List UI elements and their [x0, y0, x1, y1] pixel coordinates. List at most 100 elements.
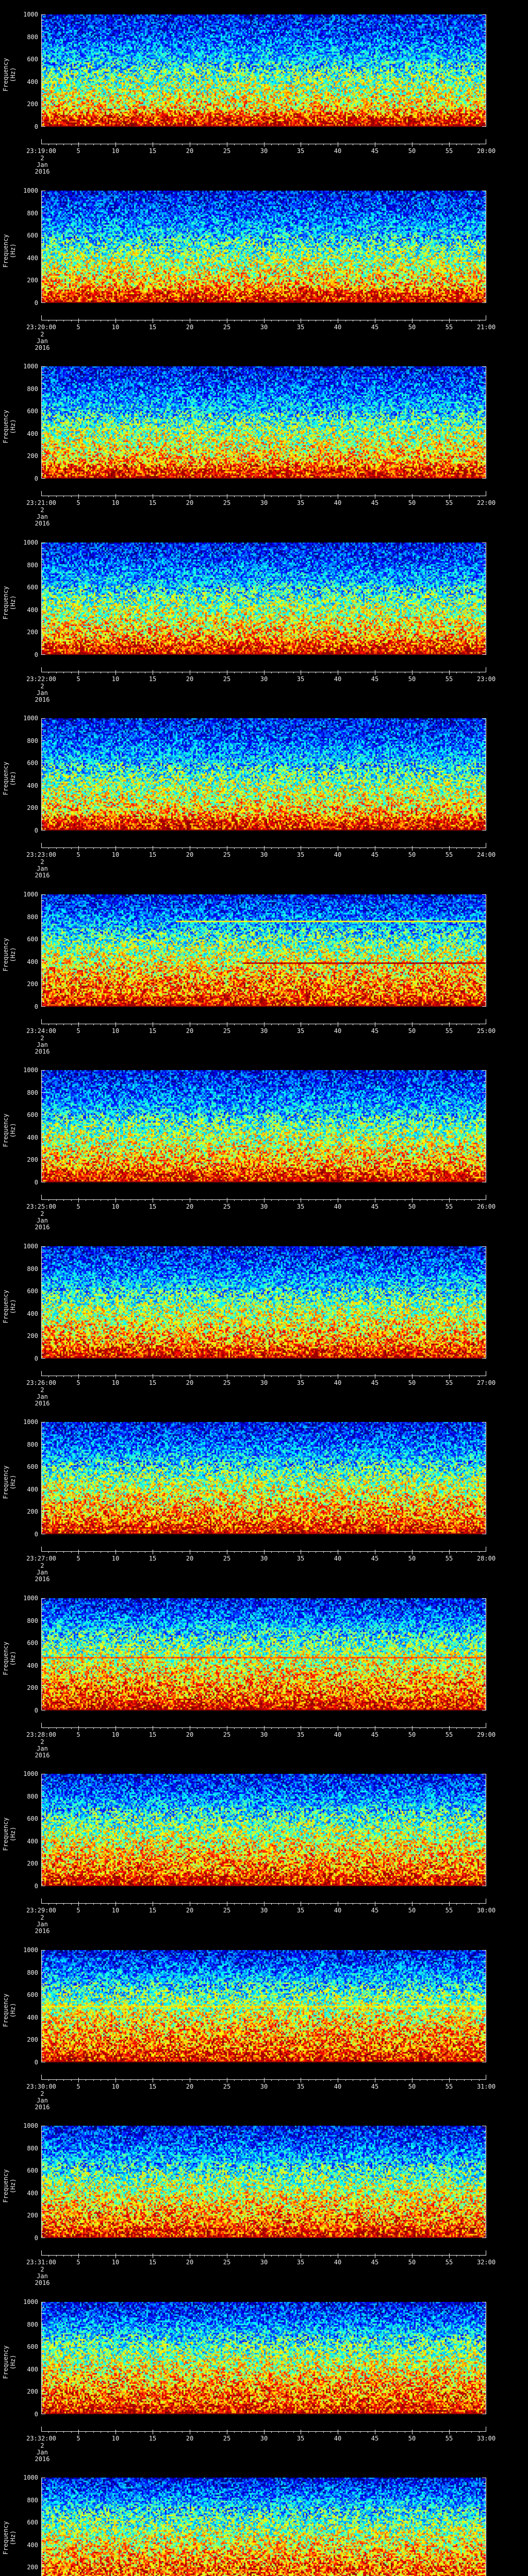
x-minor-tick: [271, 496, 272, 497]
y-minor-tick: [42, 269, 44, 270]
y-tick-label: 1000: [23, 1243, 38, 1250]
x-tick-label: 5: [76, 147, 80, 155]
y-minor-tick-right: [484, 1671, 486, 1672]
y-minor-tick-right: [484, 593, 486, 594]
y-axis-line-left: [41, 1774, 42, 1886]
x-minor-tick: [308, 672, 309, 673]
x-tick-label: 50: [408, 324, 416, 331]
x-minor-tick: [278, 1024, 279, 1025]
x-minor-tick: [56, 2079, 57, 2081]
y-tick-label: 600: [27, 1111, 38, 1118]
x-minor-tick: [479, 2079, 480, 2081]
x-minor-tick: [271, 1727, 272, 1729]
x-minor-tick: [204, 320, 205, 321]
x-tick-label: 20: [186, 1027, 194, 1035]
x-minor-tick: [63, 1903, 64, 1905]
x-minor-tick: [271, 1903, 272, 1905]
x-tick-label: 50: [408, 1379, 416, 1386]
x-tick-label: 45: [371, 1555, 379, 1562]
x-minor-tick: [256, 1903, 257, 1905]
x-minor-tick: [56, 1199, 57, 1201]
y-tick-label: 800: [27, 737, 38, 744]
x-minor-tick: [130, 2079, 131, 2081]
spectrogram-image: [41, 366, 486, 479]
x-minor-tick: [249, 1376, 250, 1377]
x-minor-tick: [93, 1903, 94, 1905]
y-tick-label: 600: [27, 408, 38, 415]
y-axis-line-left: [41, 894, 42, 1007]
y-tick-label: 0: [34, 827, 38, 834]
x-tick-label: 35: [296, 2259, 305, 2266]
x-tick-label: 35: [296, 1379, 305, 1386]
x-minor-tick: [256, 2079, 257, 2081]
x-major-tick: [78, 1726, 79, 1731]
x-start-time-label: 23:20:00: [26, 324, 56, 331]
x-minor-tick: [48, 2255, 49, 2257]
x-major-tick: [78, 2253, 79, 2258]
y-major-tick-right: [482, 14, 486, 15]
x-minor-tick: [204, 496, 205, 497]
x-tick-label: 45: [371, 1379, 379, 1386]
y-minor-tick: [42, 20, 44, 21]
y-minor-tick-right: [484, 2023, 486, 2024]
x-major-tick: [264, 2078, 265, 2082]
y-tick-label: 0: [34, 1531, 38, 1538]
x-minor-tick: [249, 848, 250, 849]
x-minor-tick: [323, 2431, 324, 2433]
y-tick-label: 400: [27, 1838, 38, 1845]
y-major-tick: [42, 1818, 45, 1819]
x-minor-tick: [479, 1903, 480, 1905]
x-minor-tick: [323, 320, 324, 321]
x-minor-tick: [130, 496, 131, 497]
spectrogram-image: [41, 894, 486, 1007]
x-minor-tick: [479, 1199, 480, 1201]
y-major-tick: [42, 1358, 45, 1359]
y-minor-tick: [42, 1109, 44, 1110]
x-minor-tick: [278, 1727, 279, 1729]
x-minor-tick: [219, 2431, 220, 2433]
y-minor-tick: [42, 439, 44, 440]
y-tick-label: 1000: [23, 187, 38, 194]
x-minor-tick: [249, 672, 250, 673]
y-major-tick-right: [482, 1665, 486, 1666]
x-minor-tick: [93, 320, 94, 321]
y-minor-tick: [42, 1654, 44, 1655]
x-minor-tick: [293, 320, 294, 321]
x-minor-tick: [204, 848, 205, 849]
x-minor-tick: [71, 1376, 72, 1377]
y-tick-label: 800: [27, 2321, 38, 2328]
x-axis-start-riser: [41, 843, 42, 848]
x-tick-label: 5: [76, 499, 80, 506]
x-tick-label: 40: [334, 2259, 342, 2266]
y-tick-label: 1000: [23, 363, 38, 370]
x-minor-tick: [397, 1376, 398, 1377]
x-minor-tick: [434, 1903, 435, 1905]
y-minor-tick: [42, 2386, 44, 2387]
x-minor-tick: [241, 144, 242, 145]
x-date-line: 2016: [35, 168, 50, 175]
x-minor-tick: [271, 1024, 272, 1025]
x-tick-label: 15: [148, 675, 157, 683]
x-tick-label: 55: [445, 147, 453, 155]
x-axis-start-riser: [41, 2075, 42, 2079]
x-minor-tick: [293, 2255, 294, 2257]
x-start-time-label: 23:29:00: [26, 1907, 56, 1914]
x-minor-tick: [323, 496, 324, 497]
x-major-tick: [449, 1374, 450, 1379]
x-minor-tick: [271, 2431, 272, 2433]
y-minor-tick-right: [484, 31, 486, 32]
x-tick-label: 25: [223, 851, 231, 858]
x-minor-tick: [456, 1551, 457, 1553]
x-date-line: 2: [40, 331, 44, 338]
x-minor-tick: [286, 2255, 287, 2257]
x-minor-tick: [241, 1199, 242, 1201]
y-minor-tick: [42, 1880, 44, 1881]
x-tick-label: 5: [76, 1731, 80, 1738]
x-major-tick: [78, 1198, 79, 1202]
x-minor-tick: [63, 1551, 64, 1553]
x-minor-tick: [234, 672, 235, 673]
x-axis-start-riser: [41, 1195, 42, 1199]
y-major-tick: [42, 1665, 45, 1666]
y-minor-tick: [42, 2341, 44, 2342]
x-minor-tick: [397, 672, 398, 673]
